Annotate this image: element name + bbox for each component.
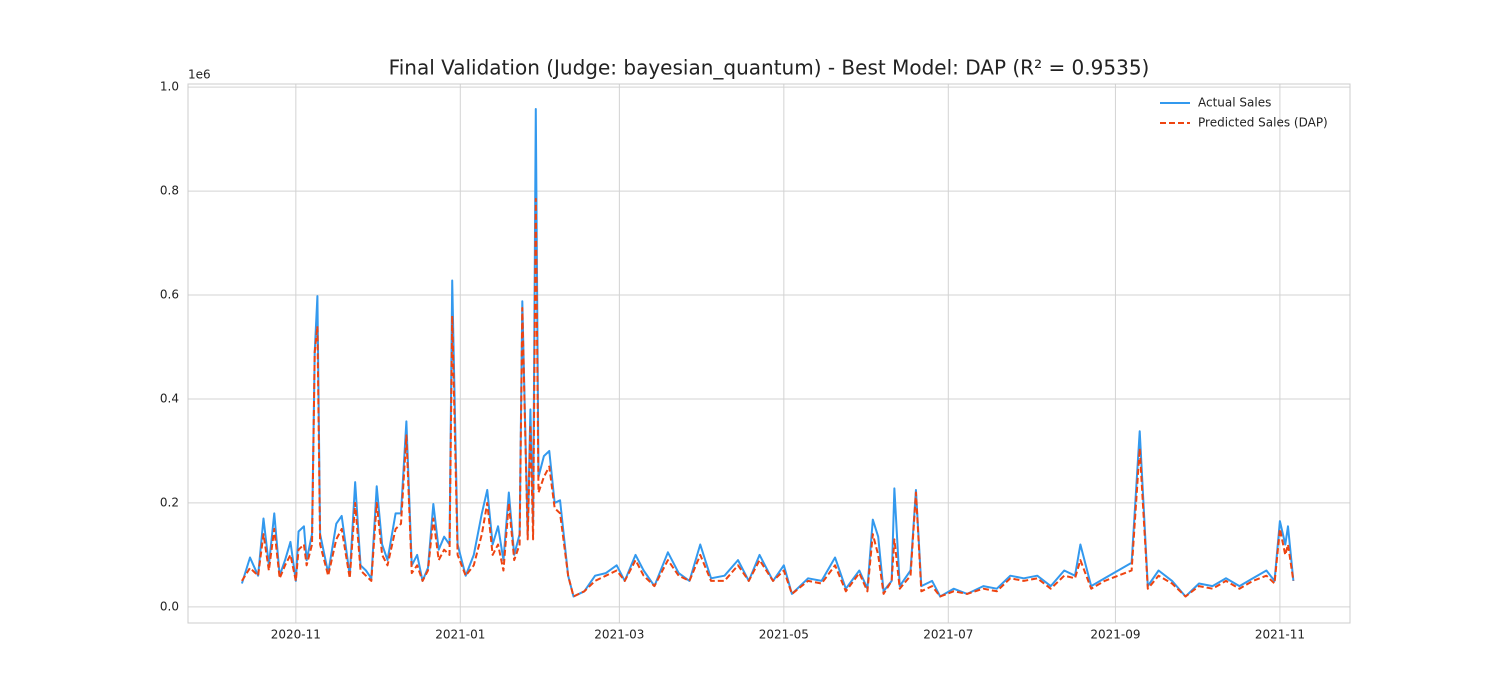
y-tick-label: 1.0 <box>160 80 179 94</box>
x-tick-label: 2020-11 <box>271 628 321 642</box>
legend-label: Actual Sales <box>1198 96 1271 110</box>
x-tick-label: 2021-07 <box>923 628 973 642</box>
x-tick-label: 2021-09 <box>1090 628 1140 642</box>
y-offset-label: 1e6 <box>188 68 211 82</box>
y-tick-label: 0.2 <box>160 495 179 509</box>
x-tick-label: 2021-11 <box>1255 628 1305 642</box>
y-tick-label: 0.6 <box>160 288 179 302</box>
y-tick-label: 0.8 <box>160 184 179 198</box>
chart-title: Final Validation (Judge: bayesian_quantu… <box>389 56 1150 80</box>
x-tick-label: 2021-01 <box>435 628 485 642</box>
y-tick-label: 0.4 <box>160 391 179 405</box>
x-tick-label: 2021-03 <box>594 628 644 642</box>
plot-frame <box>187 83 1351 624</box>
x-tick-label: 2021-05 <box>759 628 809 642</box>
legend-label: Predicted Sales (DAP) <box>1198 116 1328 130</box>
series-line <box>241 197 1295 598</box>
y-tick-label: 0.0 <box>160 599 179 613</box>
